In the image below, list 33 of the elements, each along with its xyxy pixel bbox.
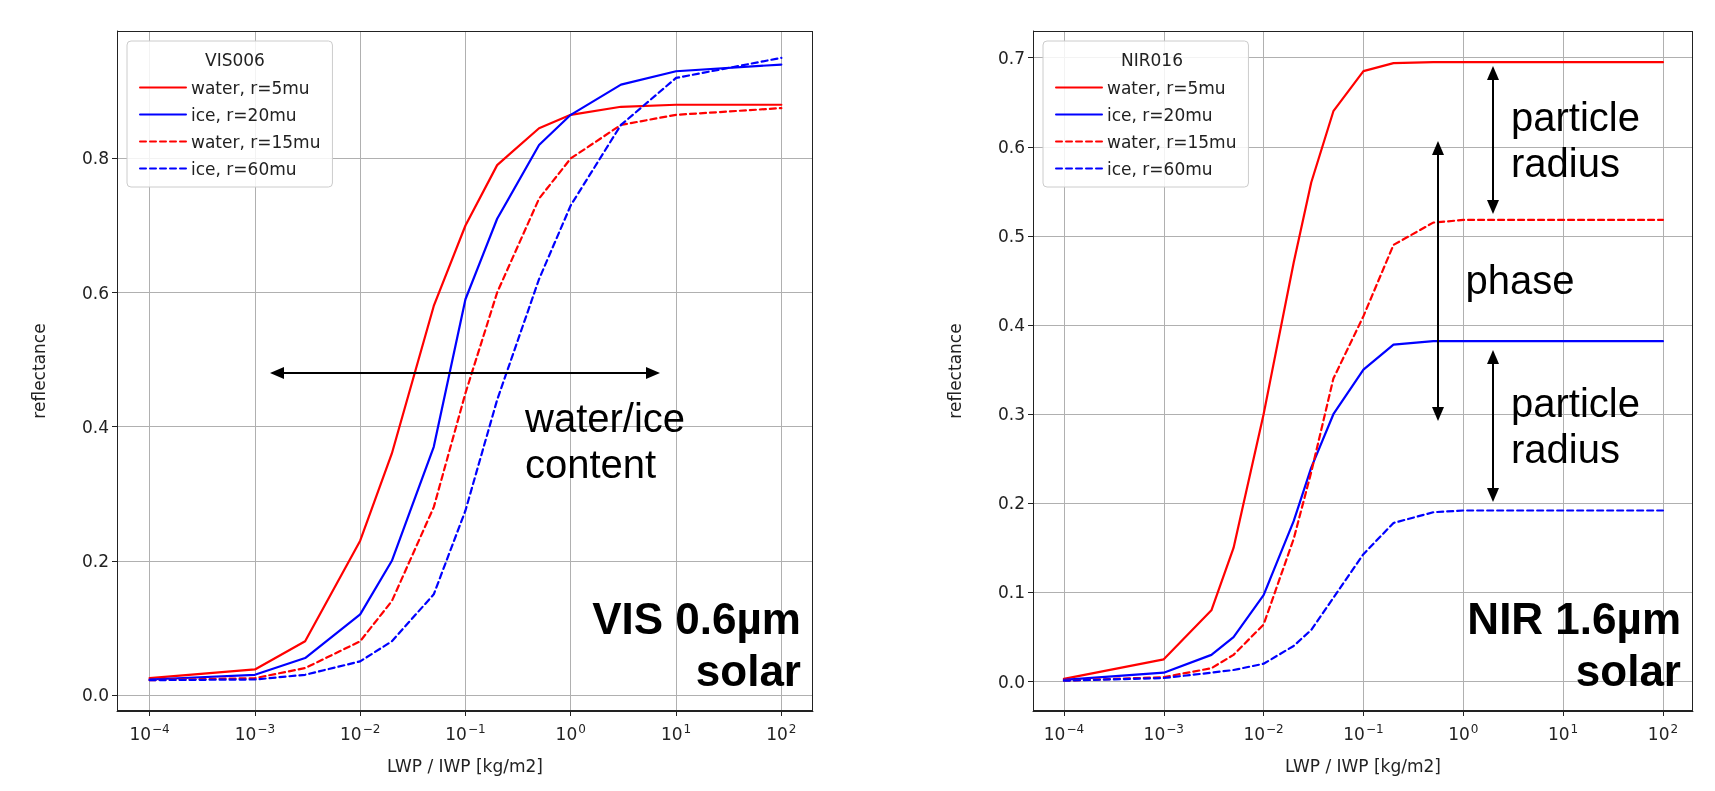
legend-label: ice, r=60mu (191, 158, 297, 179)
annotation: NIR 1.6µm solar (1466, 593, 1681, 697)
annotation: particle radius (1511, 380, 1641, 473)
y-tick-label: 0.5 (997, 225, 1025, 246)
y-tick-label: 0.6 (81, 282, 109, 303)
legend-label: water, r=5mu (191, 77, 310, 98)
legend-label: ice, r=20mu (191, 104, 297, 125)
y-tick-label: 0.0 (997, 671, 1025, 692)
annotation: VIS 0.6µm solar (591, 593, 801, 697)
legend-label: ice, r=60mu (1107, 158, 1213, 179)
y-tick-label: 0.2 (997, 493, 1025, 514)
legend-label: water, r=15mu (1107, 131, 1237, 152)
y-axis-title: reflectance (944, 323, 965, 419)
y-tick-label: 0.4 (997, 315, 1025, 336)
y-tick-label: 0.7 (997, 47, 1025, 68)
legend-title: VIS006 (205, 49, 265, 70)
legend-label: water, r=15mu (191, 131, 321, 152)
y-axis-title: reflectance (28, 323, 49, 419)
legend-title: NIR016 (1121, 49, 1183, 70)
x-axis-title: LWP / IWP [kg/m2] (387, 755, 543, 776)
annotation: phase (1465, 256, 1576, 303)
y-tick-label: 0.4 (81, 416, 109, 437)
y-tick-label: 0.8 (81, 148, 109, 169)
legend-label: ice, r=20mu (1107, 104, 1213, 125)
y-tick-label: 0.0 (81, 684, 109, 705)
legend-label: water, r=5mu (1107, 77, 1226, 98)
y-tick-label: 0.3 (997, 404, 1025, 425)
annotation: water/ice content (525, 395, 687, 488)
y-tick-label: 0.1 (997, 582, 1025, 603)
y-tick-label: 0.6 (997, 136, 1025, 157)
y-tick-label: 0.2 (81, 550, 109, 571)
annotation: particle radius (1511, 94, 1641, 187)
x-axis-title: LWP / IWP [kg/m2] (1285, 755, 1441, 776)
